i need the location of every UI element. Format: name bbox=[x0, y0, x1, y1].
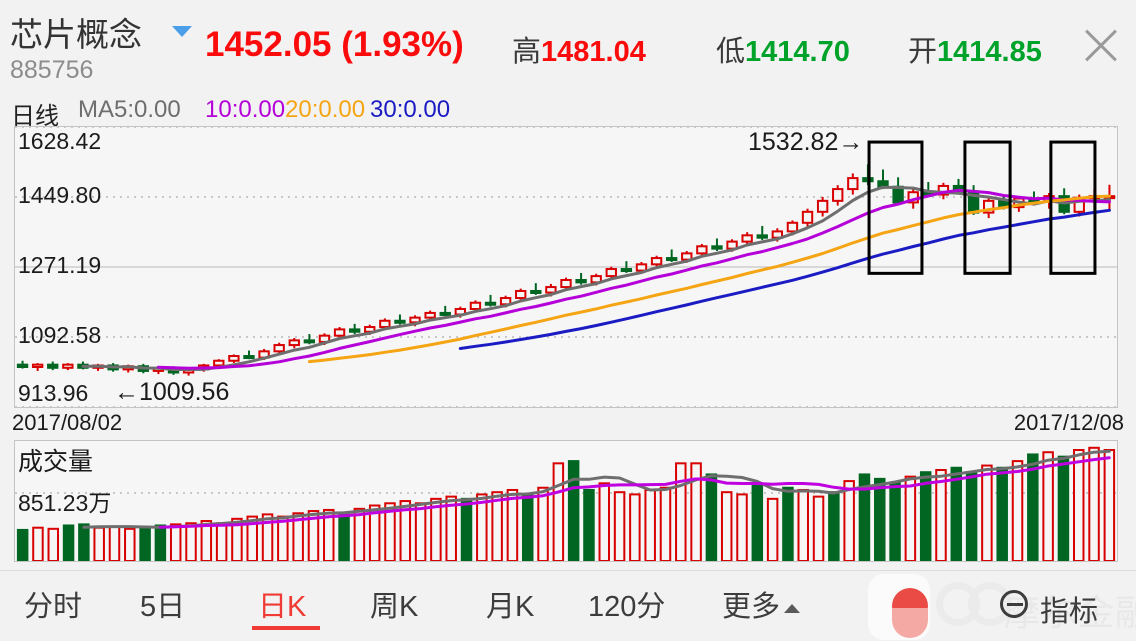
ma-legend: 日线 MA5:0.00 10:0.00 20:0.00 30:0.00 bbox=[0, 96, 1136, 130]
stock-code: 885756 bbox=[10, 56, 94, 84]
indicator-button[interactable]: 指标 bbox=[1040, 596, 1099, 628]
period-tab-bar: 分时 5日 日K 周K 月K 120分 更多 bbox=[0, 570, 1136, 641]
page-title: 芯片概念 bbox=[10, 16, 142, 53]
low-annotation: ←1009.56 bbox=[114, 378, 230, 406]
high-field: 高1481.04 bbox=[512, 28, 646, 70]
high-label: 高 bbox=[512, 36, 542, 68]
tab-monthly-k[interactable]: 月K bbox=[486, 591, 535, 623]
tab-daily-k[interactable]: 日K bbox=[258, 591, 307, 623]
tab-minute[interactable]: 分时 bbox=[24, 591, 83, 623]
active-tab-underline bbox=[252, 626, 320, 630]
tab-weekly-k[interactable]: 周K bbox=[370, 591, 419, 623]
volume-axis-label: 851.23万 bbox=[18, 490, 112, 516]
volume-plot bbox=[15, 446, 1117, 561]
price-chart-panel[interactable] bbox=[14, 126, 1118, 408]
ma20-legend: 20:0.00 bbox=[285, 96, 366, 123]
tab-more[interactable]: 更多 bbox=[722, 583, 801, 625]
date-start-label: 2017/08/02 bbox=[12, 410, 123, 435]
low-label: 低 bbox=[716, 36, 746, 68]
price-axis-label: 1628.42 bbox=[18, 128, 102, 154]
price-axis-label: 1092.58 bbox=[18, 322, 102, 348]
tab-120min[interactable]: 120分 bbox=[588, 591, 666, 623]
tab-more-label: 更多 bbox=[722, 591, 781, 623]
date-end-label: 2017/12/08 bbox=[1013, 410, 1124, 435]
high-value: 1481.04 bbox=[541, 36, 646, 68]
candlestick-plot bbox=[15, 127, 1117, 407]
price-axis-label: 1271.19 bbox=[18, 252, 102, 278]
price-axis-label: 913.96 bbox=[18, 380, 89, 406]
ma30-legend: 30:0.00 bbox=[370, 96, 451, 123]
tab-5day[interactable]: 5日 bbox=[140, 591, 186, 623]
header-bar: 芯片概念 885756 1452.05 (1.93%) 高1481.04 低14… bbox=[0, 0, 1136, 94]
chevron-down-icon[interactable] bbox=[172, 26, 192, 37]
open-value: 1414.85 bbox=[937, 36, 1042, 68]
current-price: 1452.05 (1.93%) bbox=[205, 25, 464, 64]
ma5-legend: MA5:0.00 bbox=[78, 96, 181, 123]
open-label: 开 bbox=[908, 36, 938, 68]
indicator-icon[interactable] bbox=[1000, 590, 1028, 618]
volume-chart-panel[interactable] bbox=[14, 440, 1118, 562]
ma10-legend: 10:0.00 bbox=[205, 96, 286, 123]
open-field: 开1414.85 bbox=[908, 28, 1042, 70]
close-icon[interactable] bbox=[1078, 22, 1124, 68]
high-annotation: 1532.82→ bbox=[748, 128, 864, 156]
low-value: 1414.70 bbox=[745, 36, 850, 68]
chevron-up-icon bbox=[784, 603, 801, 613]
low-field: 低1414.70 bbox=[716, 28, 850, 70]
ma-period-label: 日线 bbox=[11, 103, 59, 130]
price-axis-label: 1449.80 bbox=[18, 182, 102, 208]
volume-title: 成交量 bbox=[18, 448, 94, 476]
